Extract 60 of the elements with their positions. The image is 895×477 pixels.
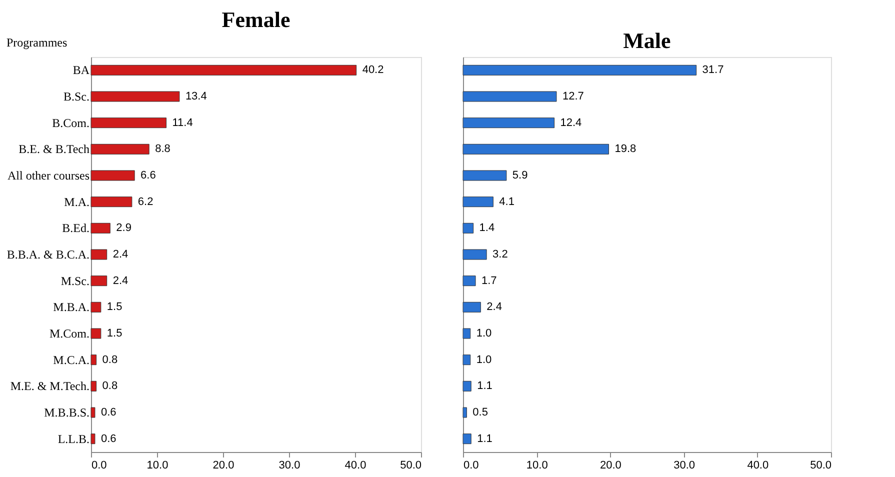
data-label: 1.1 xyxy=(477,380,492,392)
x-tick-label: 10.0 xyxy=(146,460,168,472)
y-tick-label: M.E. & M.Tech. xyxy=(10,379,90,394)
data-label: 2.4 xyxy=(112,274,128,287)
data-label: 40.2 xyxy=(362,64,384,76)
y-tick-label: M.C.A. xyxy=(53,352,90,367)
x-tick-label: 10.0 xyxy=(526,460,548,472)
data-label: 6.6 xyxy=(140,170,156,182)
x-tick-label: 40.0 xyxy=(747,460,769,472)
data-label: 2.4 xyxy=(486,301,502,314)
y-tick-label: All other courses xyxy=(8,168,90,182)
data-label: 0.8 xyxy=(102,380,118,392)
data-label: 2.4 xyxy=(112,248,128,260)
x-tick-label: 20.0 xyxy=(600,460,622,472)
x-tick-label: 30.0 xyxy=(278,460,300,472)
x-tick-label: 30.0 xyxy=(674,460,696,472)
y-axis-title: Programmes xyxy=(6,36,68,50)
data-label: 4.1 xyxy=(499,196,514,208)
data-label: 1.5 xyxy=(106,328,122,340)
data-label: 1.4 xyxy=(479,222,495,234)
data-label: 8.8 xyxy=(155,143,170,156)
data-label: 12.7 xyxy=(562,90,584,102)
data-label: 1.0 xyxy=(476,328,492,340)
data-label: 0.5 xyxy=(472,406,488,418)
data-label: 19.8 xyxy=(614,143,636,156)
data-label: 6.2 xyxy=(138,196,154,208)
y-tick-label: M.A. xyxy=(64,194,90,209)
data-label: 0.6 xyxy=(100,406,116,418)
data-label: 1.7 xyxy=(482,274,497,287)
y-tick-label: L.L.B. xyxy=(58,432,90,446)
data-label: 11.4 xyxy=(172,116,193,129)
x-tick-label: 0.0 xyxy=(92,460,107,472)
data-label: 2.9 xyxy=(116,222,132,234)
data-label: 13.4 xyxy=(185,90,207,102)
data-label: 0.8 xyxy=(102,354,118,366)
x-tick-label: 50.0 xyxy=(810,460,832,472)
chart-title: Female xyxy=(222,7,290,32)
y-tick-label: B.Ed. xyxy=(62,221,90,236)
data-label: 5.9 xyxy=(512,170,528,182)
x-tick-label: 50.0 xyxy=(400,460,422,472)
y-tick-label: B.B.A. & B.C.A. xyxy=(6,248,90,262)
chart-title: Male xyxy=(623,28,672,53)
y-tick-label: M.B.A. xyxy=(53,300,90,314)
y-tick-label: M.B.B.S. xyxy=(44,406,90,420)
y-tick-label: BA xyxy=(72,63,90,78)
x-tick-label: 40.0 xyxy=(344,460,366,472)
y-tick-label: B.Sc. xyxy=(63,90,90,104)
data-label: 3.2 xyxy=(492,248,508,260)
data-label: 0.6 xyxy=(100,432,116,445)
y-tick-label: M.Com. xyxy=(49,326,90,340)
data-label: 12.4 xyxy=(560,116,582,129)
data-label: 31.7 xyxy=(702,64,724,76)
x-tick-label: 20.0 xyxy=(212,460,234,472)
data-label: 1.1 xyxy=(477,432,492,445)
data-label: 1.0 xyxy=(476,354,492,366)
y-tick-label: M.Sc. xyxy=(60,274,90,288)
x-tick-label: 0.0 xyxy=(464,460,479,472)
y-tick-label: B.E. & B.Tech xyxy=(18,142,90,156)
y-tick-label: B.Com. xyxy=(52,116,90,130)
data-label: 1.5 xyxy=(106,301,122,314)
